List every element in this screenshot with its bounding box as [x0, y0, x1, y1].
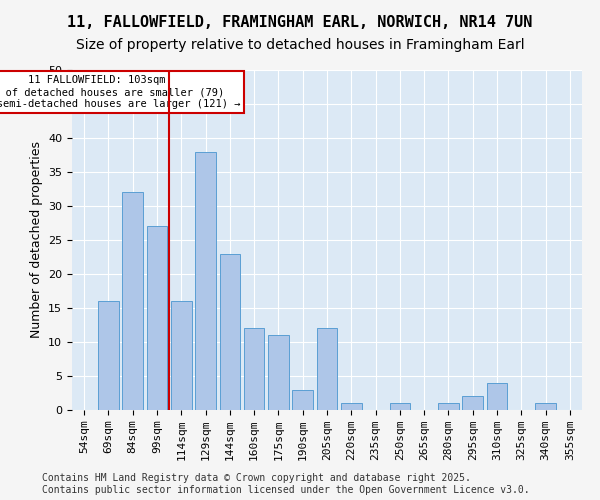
Bar	[220, 254, 240, 410]
Bar	[244, 328, 265, 410]
Bar	[389, 403, 410, 410]
Bar	[317, 328, 337, 410]
Y-axis label: Number of detached properties: Number of detached properties	[29, 142, 43, 338]
Bar	[98, 301, 119, 410]
Bar	[292, 390, 313, 410]
Text: Size of property relative to detached houses in Framingham Earl: Size of property relative to detached ho…	[76, 38, 524, 52]
Bar	[171, 301, 191, 410]
Text: 11, FALLOWFIELD, FRAMINGHAM EARL, NORWICH, NR14 7UN: 11, FALLOWFIELD, FRAMINGHAM EARL, NORWIC…	[67, 15, 533, 30]
Bar	[146, 226, 167, 410]
Bar	[438, 403, 459, 410]
Bar	[463, 396, 483, 410]
Bar	[195, 152, 216, 410]
Bar	[268, 335, 289, 410]
Text: 11 FALLOWFIELD: 103sqm
← 40% of detached houses are smaller (79)
61% of semi-det: 11 FALLOWFIELD: 103sqm ← 40% of detached…	[0, 76, 240, 108]
Bar	[341, 403, 362, 410]
Bar	[487, 383, 508, 410]
Bar	[122, 192, 143, 410]
Bar	[535, 403, 556, 410]
Text: Contains HM Land Registry data © Crown copyright and database right 2025.
Contai: Contains HM Land Registry data © Crown c…	[42, 474, 530, 495]
